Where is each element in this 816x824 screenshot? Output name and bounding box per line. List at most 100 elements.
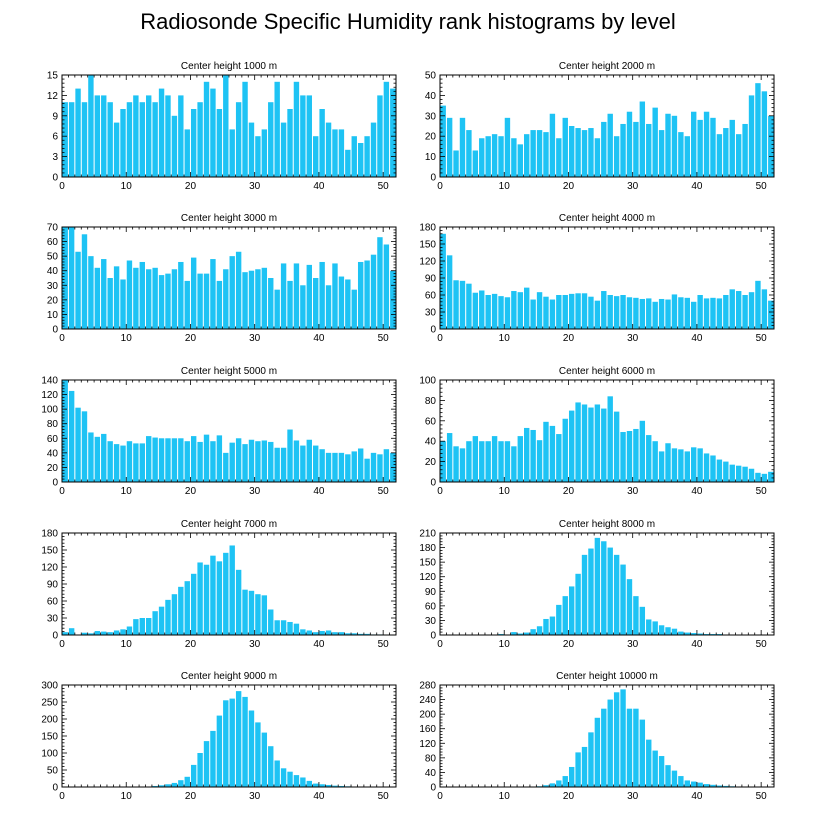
y-tick-label: 50 (47, 252, 59, 263)
bar (491, 134, 498, 177)
panel-1: Center height 1000 m 0 10 20 30 40 50 0 3 6 9 12 15 (47, 61, 397, 192)
bar (229, 442, 235, 482)
bar (287, 621, 293, 635)
x-tick-label: 20 (563, 333, 575, 344)
bar (671, 115, 678, 177)
bar (107, 102, 113, 177)
bar (255, 594, 261, 635)
bar (357, 633, 364, 635)
bar (549, 113, 556, 177)
bar (364, 136, 370, 177)
y-tick-label: 20 (47, 463, 59, 474)
bar (332, 129, 338, 177)
bar (171, 782, 178, 787)
bar (152, 102, 158, 177)
bar (716, 298, 723, 329)
bar (88, 432, 94, 482)
bar (152, 437, 158, 482)
bar (729, 464, 735, 482)
bar (703, 453, 710, 482)
panel-title: Center height 3000 m (181, 213, 277, 224)
bar (440, 105, 446, 177)
bar (216, 109, 223, 177)
bar (313, 632, 319, 635)
bar (748, 468, 755, 482)
bar (171, 594, 178, 635)
bar (306, 95, 312, 177)
y-tick-label: 0 (52, 173, 58, 184)
bar (197, 562, 203, 635)
bar (293, 440, 300, 482)
bar (146, 618, 152, 635)
bar (568, 126, 575, 177)
bar (466, 130, 472, 177)
y-tick-label: 15 (47, 71, 59, 82)
bar (293, 263, 300, 329)
bar (620, 295, 626, 329)
bar (197, 102, 203, 177)
bar (613, 692, 620, 787)
bar (536, 130, 543, 177)
bar (101, 631, 107, 635)
bar (101, 259, 107, 329)
bar (216, 435, 223, 482)
bar (723, 461, 729, 482)
bar (479, 138, 485, 177)
bar (684, 451, 690, 482)
bar (549, 783, 556, 787)
bar (101, 95, 107, 177)
bar (639, 719, 646, 787)
panel-8: Center height 8000 m 0 10 20 30 40 50 0 30 60 90 12… (419, 519, 775, 650)
panel-6: Center height 6000 m 0 10 20 30 40 50 0 20 40 60 80… (419, 366, 775, 497)
panel-title: Center height 1000 m (181, 61, 277, 72)
bar (223, 700, 229, 787)
bar (671, 628, 678, 635)
bar (594, 717, 601, 787)
bar (190, 764, 197, 787)
bar (68, 102, 75, 177)
bar (293, 81, 300, 177)
bar (556, 780, 562, 787)
bar (313, 445, 319, 482)
bar (556, 604, 562, 635)
x-tick-label: 30 (249, 181, 261, 192)
bar (691, 301, 697, 329)
bar (178, 95, 184, 177)
bar (81, 102, 88, 177)
bar (139, 618, 145, 635)
bar (601, 291, 607, 329)
bar (287, 280, 293, 329)
bar (158, 275, 165, 329)
bar (345, 149, 351, 177)
bar (684, 632, 690, 635)
bar (575, 293, 581, 329)
x-tick-label: 0 (59, 333, 65, 344)
bar (146, 269, 152, 329)
bar (351, 633, 357, 635)
bar (235, 102, 242, 177)
bar (575, 402, 581, 482)
y-tick-label: 90 (425, 587, 437, 598)
bar (665, 765, 671, 787)
bar (146, 95, 152, 177)
bar (203, 741, 210, 787)
bar (639, 101, 646, 177)
bar (568, 766, 575, 787)
x-tick-label: 30 (627, 639, 639, 650)
bar (101, 433, 107, 482)
bar (697, 448, 703, 482)
bar (703, 298, 710, 329)
y-tick-label: 40 (425, 91, 437, 102)
bar (274, 289, 280, 329)
x-tick-label: 40 (691, 791, 703, 802)
y-tick-label: 0 (430, 325, 436, 336)
y-tick-label: 40 (47, 448, 59, 459)
x-tick-label: 50 (756, 333, 768, 344)
bar (158, 88, 165, 177)
bar (459, 117, 466, 177)
bar (652, 750, 658, 787)
bar (485, 295, 491, 329)
x-tick-label: 50 (378, 333, 390, 344)
y-tick-label: 30 (425, 308, 437, 319)
bar (88, 75, 94, 177)
